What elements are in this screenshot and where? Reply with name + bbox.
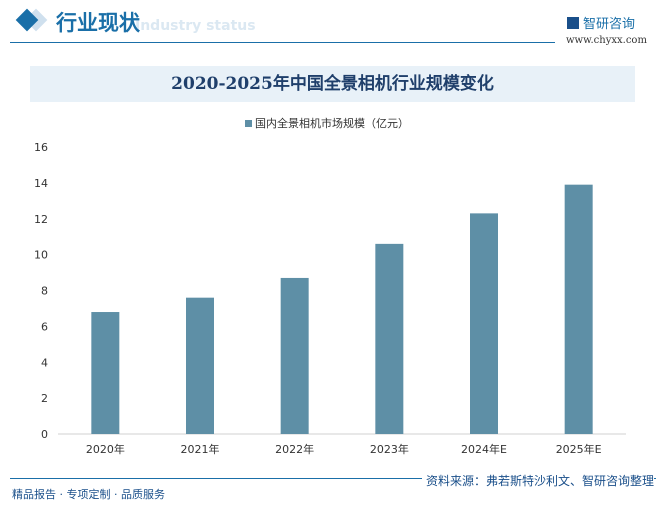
y-tick-label: 16	[34, 141, 48, 154]
y-tick-label: 0	[41, 428, 48, 441]
x-tick-label: 2022年	[275, 442, 314, 456]
bar	[186, 297, 214, 434]
chart-title: 2020-2025年中国全景相机行业规模变化	[30, 66, 635, 102]
x-tick-label: 2023年	[370, 442, 409, 456]
legend-label: 国内全景相机市场规模（亿元）	[255, 117, 409, 130]
y-tick-label: 8	[41, 285, 48, 298]
bar	[375, 243, 404, 434]
bar	[280, 277, 309, 434]
header-subtitle: Industry status	[135, 18, 256, 34]
y-tick-label: 2	[41, 392, 48, 405]
header-divider	[10, 42, 555, 43]
brand-logo: 智研咨询	[567, 13, 635, 32]
bar	[91, 312, 120, 434]
brand-url: www.chyxx.com	[566, 35, 647, 46]
y-tick-label: 14	[34, 177, 48, 190]
header-title: 行业现状	[56, 11, 140, 35]
y-tick-label: 6	[41, 320, 48, 333]
footer-divider	[10, 478, 656, 479]
y-tick-label: 12	[34, 213, 48, 226]
bar	[564, 184, 593, 434]
x-tick-label: 2024年E	[461, 442, 507, 456]
logo-icon	[567, 17, 579, 29]
y-tick-label: 10	[34, 249, 48, 262]
y-tick-label: 4	[41, 356, 48, 369]
x-tick-label: 2021年	[181, 442, 220, 456]
footer-slogan: 精品报告 · 专项定制 · 品质服务	[12, 488, 165, 501]
logo-text: 智研咨询	[583, 17, 636, 32]
bar	[470, 213, 498, 434]
x-tick-label: 2025年E	[556, 442, 602, 456]
chart-legend: 国内全景相机市场规模（亿元）	[245, 115, 409, 131]
legend-swatch	[245, 120, 252, 127]
footer-source: 资料来源：弗若斯特沙利文、智研咨询整理	[421, 472, 654, 489]
x-tick-label: 2020年	[86, 442, 125, 456]
